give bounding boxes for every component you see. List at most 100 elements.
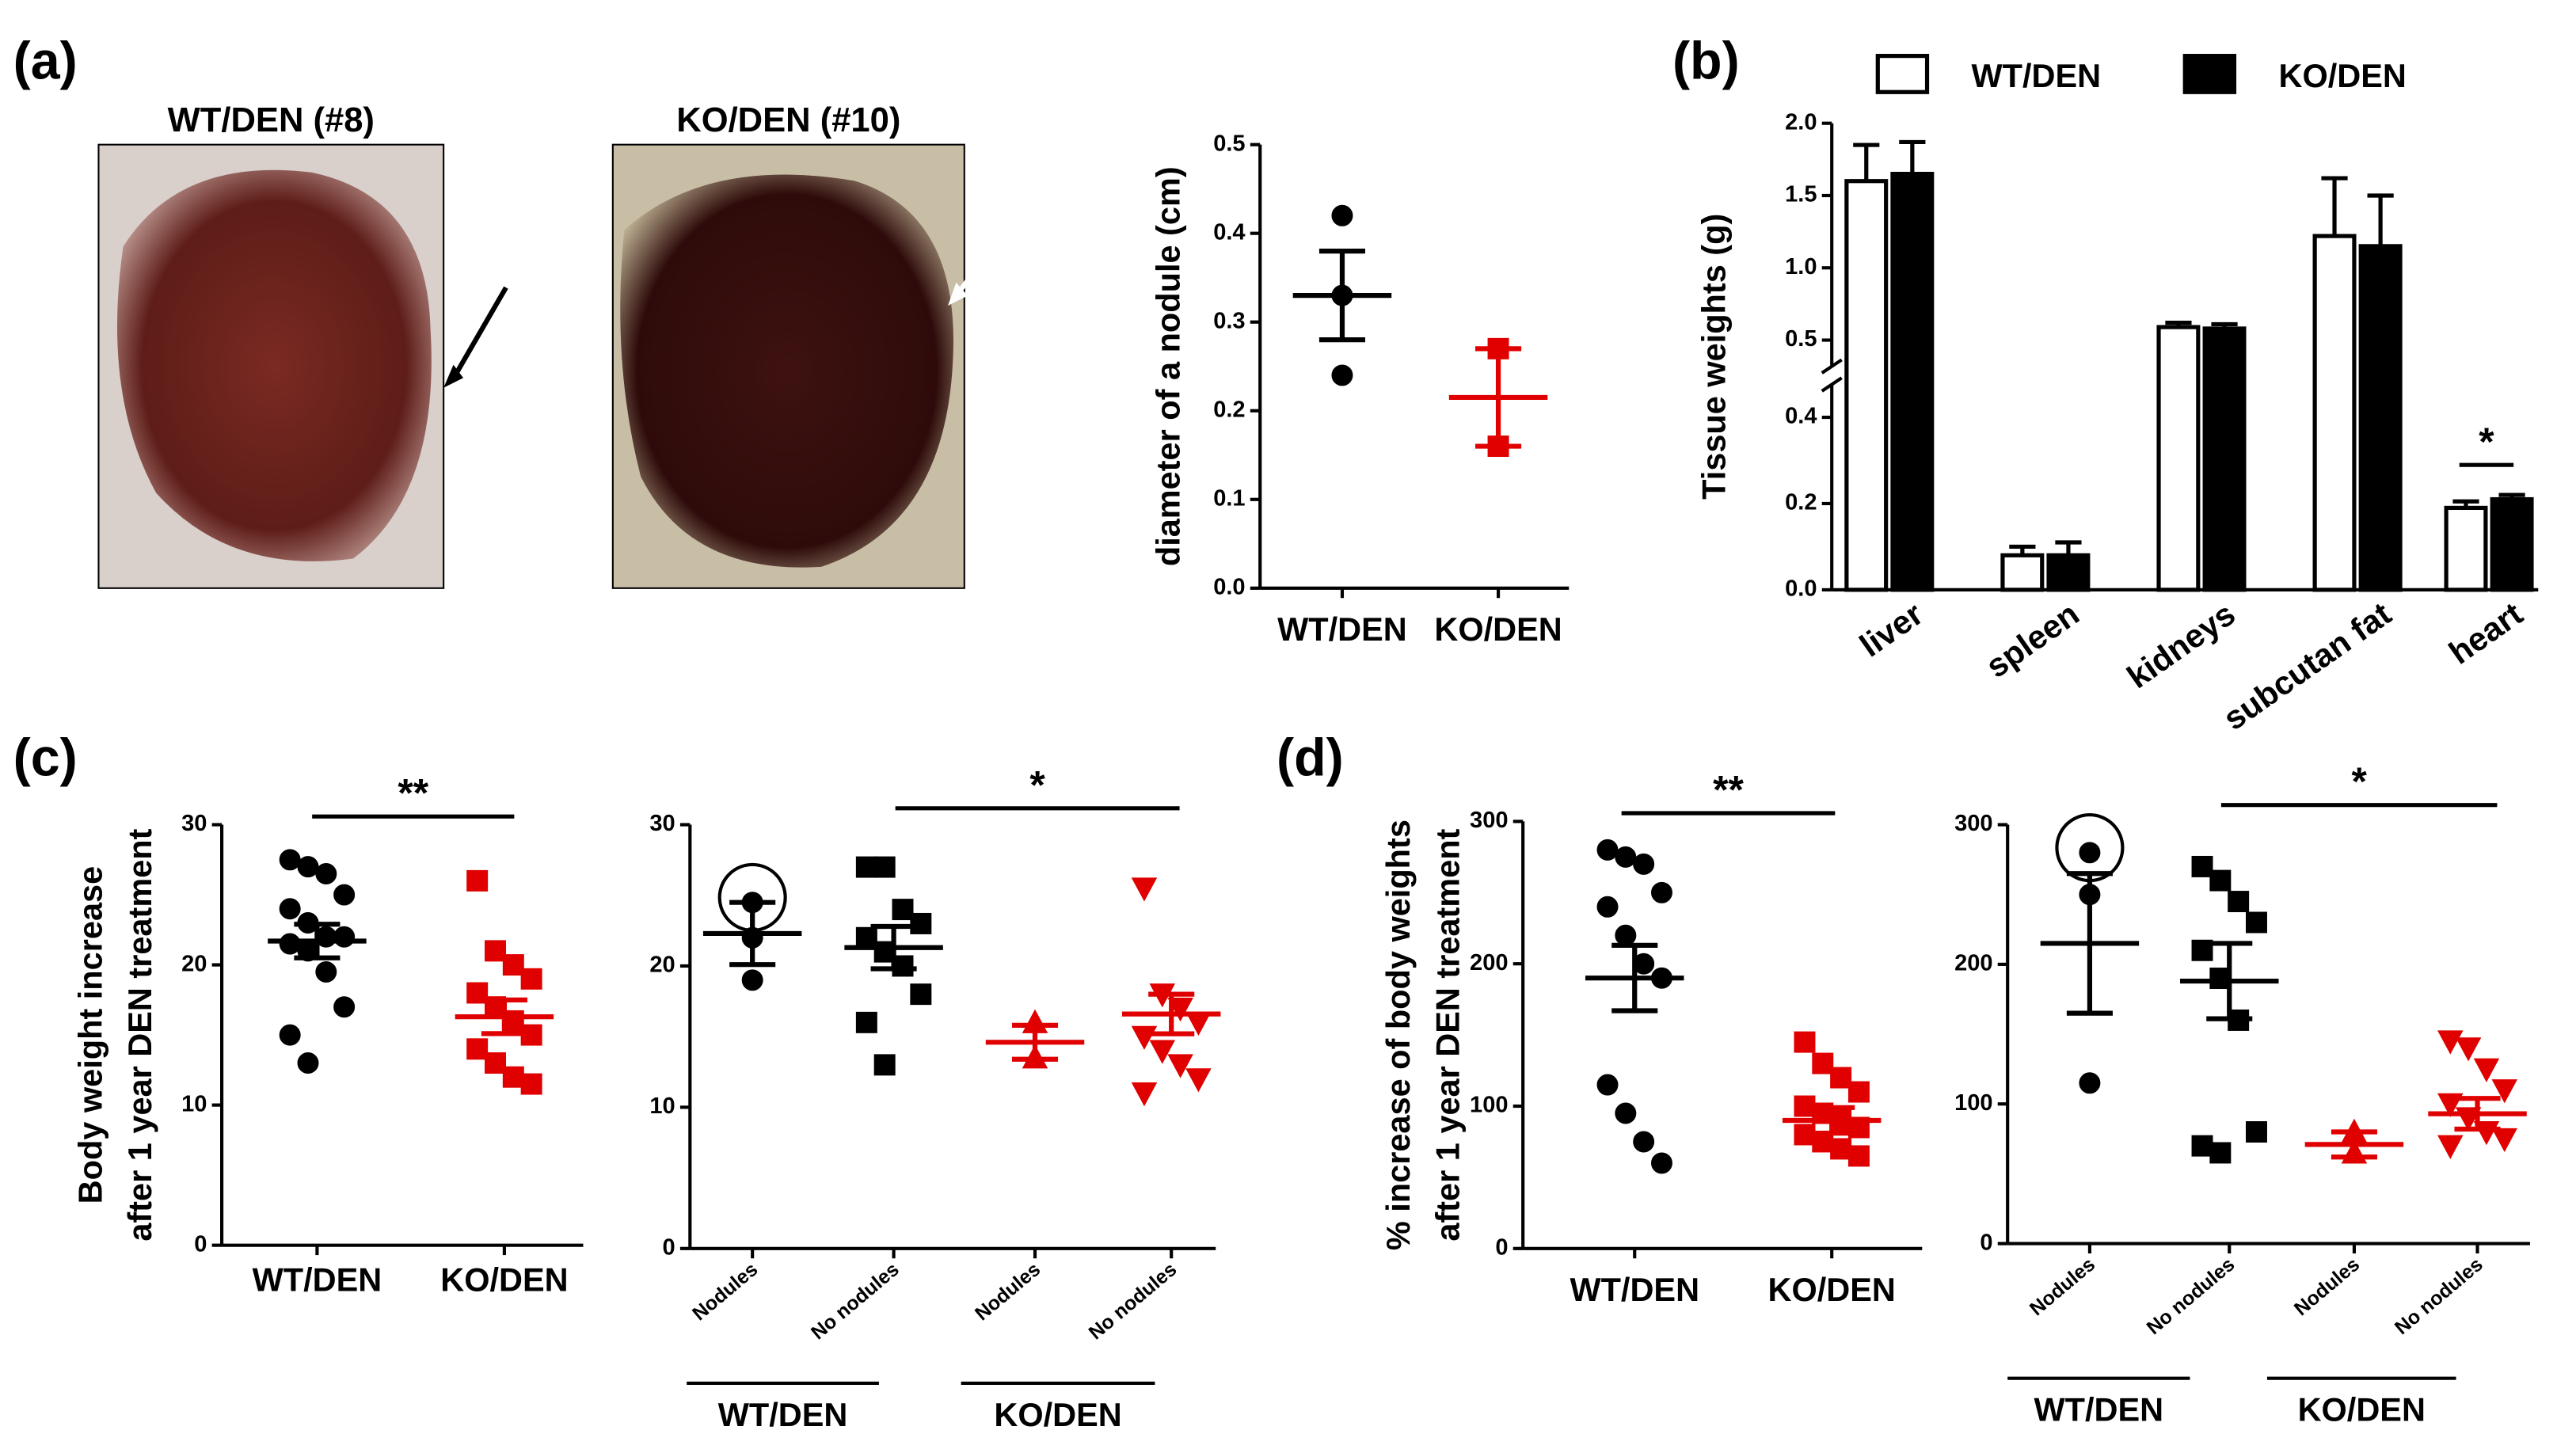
x-tick-label: No nodules [807, 1258, 904, 1344]
x-tick-label: subcutan fat [2216, 595, 2398, 737]
legend-label: WT/DEN [1972, 57, 2102, 94]
x-tick-label: No nodules [2391, 1253, 2487, 1340]
group-label: KO/DEN [994, 1396, 1121, 1433]
point [2191, 1135, 2213, 1157]
point [855, 1011, 877, 1033]
x-tick-label: spleen [1979, 595, 2086, 685]
point [1596, 1074, 1619, 1096]
point [910, 983, 932, 1006]
sem-bar [2454, 1096, 2501, 1132]
panel-label: (b) [1672, 32, 1740, 91]
point [333, 996, 356, 1018]
bar [1844, 179, 1889, 592]
error-bar [1899, 139, 1926, 174]
significance: ** [398, 771, 428, 816]
bar [2000, 553, 2045, 592]
point [2246, 1121, 2267, 1143]
point [1633, 853, 1655, 875]
group-label: WT/DEN [2034, 1391, 2164, 1428]
bar [2358, 244, 2403, 592]
significance: ** [1713, 768, 1744, 812]
y-tick-label: 0.2 [1785, 490, 1817, 515]
point [279, 849, 301, 871]
y-axis-label: % increase of body weights [1379, 820, 1417, 1250]
point [2209, 1142, 2232, 1164]
point [279, 1024, 301, 1046]
significance: * [2479, 420, 2494, 464]
y-tick-label: 200 [1954, 951, 1992, 976]
x-tick-label: WT/DEN [253, 1261, 382, 1299]
point [1847, 1145, 1870, 1167]
y-tick-label: 200 [1470, 950, 1508, 976]
error-bar [2321, 176, 2348, 237]
y-axis-label: Tissue weights (g) [1695, 214, 1732, 500]
photo-title: WT/DEN (#8) [168, 101, 375, 139]
point [1331, 364, 1353, 386]
error-bar [2367, 193, 2394, 246]
sem-bar [481, 997, 527, 1036]
bar [2156, 325, 2201, 592]
y-tick-label: 0 [1495, 1234, 1508, 1260]
point [502, 1066, 524, 1088]
point [1812, 1052, 1834, 1074]
group-label: WT/DEN [718, 1396, 848, 1433]
point [1167, 998, 1193, 1022]
photo-wt [97, 143, 508, 589]
point [2191, 855, 2213, 877]
sem-bar [1809, 1105, 1855, 1136]
point [466, 1038, 489, 1060]
point [297, 856, 319, 878]
point [1596, 896, 1619, 918]
y-tick-label: 300 [1954, 811, 1992, 836]
bar [2444, 505, 2488, 592]
y-tick-label: 0.5 [1785, 326, 1817, 352]
bar [2312, 234, 2357, 592]
point [485, 1052, 506, 1074]
legend-swatch [1875, 54, 1930, 94]
point [279, 933, 301, 955]
y-axis-label: after 1 year DEN treatment [121, 828, 158, 1241]
point [297, 1052, 319, 1074]
point [1149, 1040, 1176, 1064]
x-tick-label: No nodules [1085, 1258, 1181, 1344]
sem-bar [2206, 941, 2253, 1021]
point [2491, 1079, 2518, 1104]
point [466, 869, 489, 892]
point [1331, 204, 1353, 226]
x-tick-label: heart [2442, 595, 2529, 671]
y-tick-label: 0.0 [1213, 574, 1245, 599]
sem-bar [1611, 942, 1658, 1014]
point [502, 954, 524, 976]
y-tick-label: 100 [1954, 1090, 1992, 1116]
y-axis-label: Body weight increase [72, 866, 109, 1204]
y-tick-label: 1.0 [1785, 254, 1817, 280]
point [1650, 1152, 1672, 1174]
point [741, 969, 763, 991]
legend-label: KO/DEN [2278, 57, 2406, 94]
point [2228, 891, 2250, 913]
significance: * [1029, 763, 1045, 807]
y-tick-label: 0.5 [1213, 131, 1245, 156]
x-tick-label: liver [1853, 595, 1930, 664]
y-tick-label: 0 [663, 1234, 675, 1260]
point [1830, 1138, 1852, 1160]
bar [1890, 171, 1935, 592]
y-tick-label: 0 [1980, 1230, 1992, 1255]
point [873, 1054, 896, 1076]
point [1794, 1031, 1816, 1053]
x-tick-label: Nodules [2290, 1253, 2364, 1321]
x-tick-label: Nodules [688, 1258, 762, 1325]
point [315, 960, 337, 983]
y-tick-label: 1.5 [1785, 182, 1817, 207]
point [1830, 1067, 1852, 1089]
bar [2202, 326, 2247, 592]
point [1596, 839, 1619, 861]
point [910, 912, 932, 934]
y-tick-label: 0.2 [1213, 397, 1245, 422]
panel-label: (a) [13, 32, 78, 91]
point [2455, 1037, 2482, 1062]
error-bar [1853, 143, 1880, 181]
bar [2490, 496, 2534, 592]
photo-title: KO/DEN (#10) [676, 101, 900, 139]
point [1615, 1102, 1637, 1124]
